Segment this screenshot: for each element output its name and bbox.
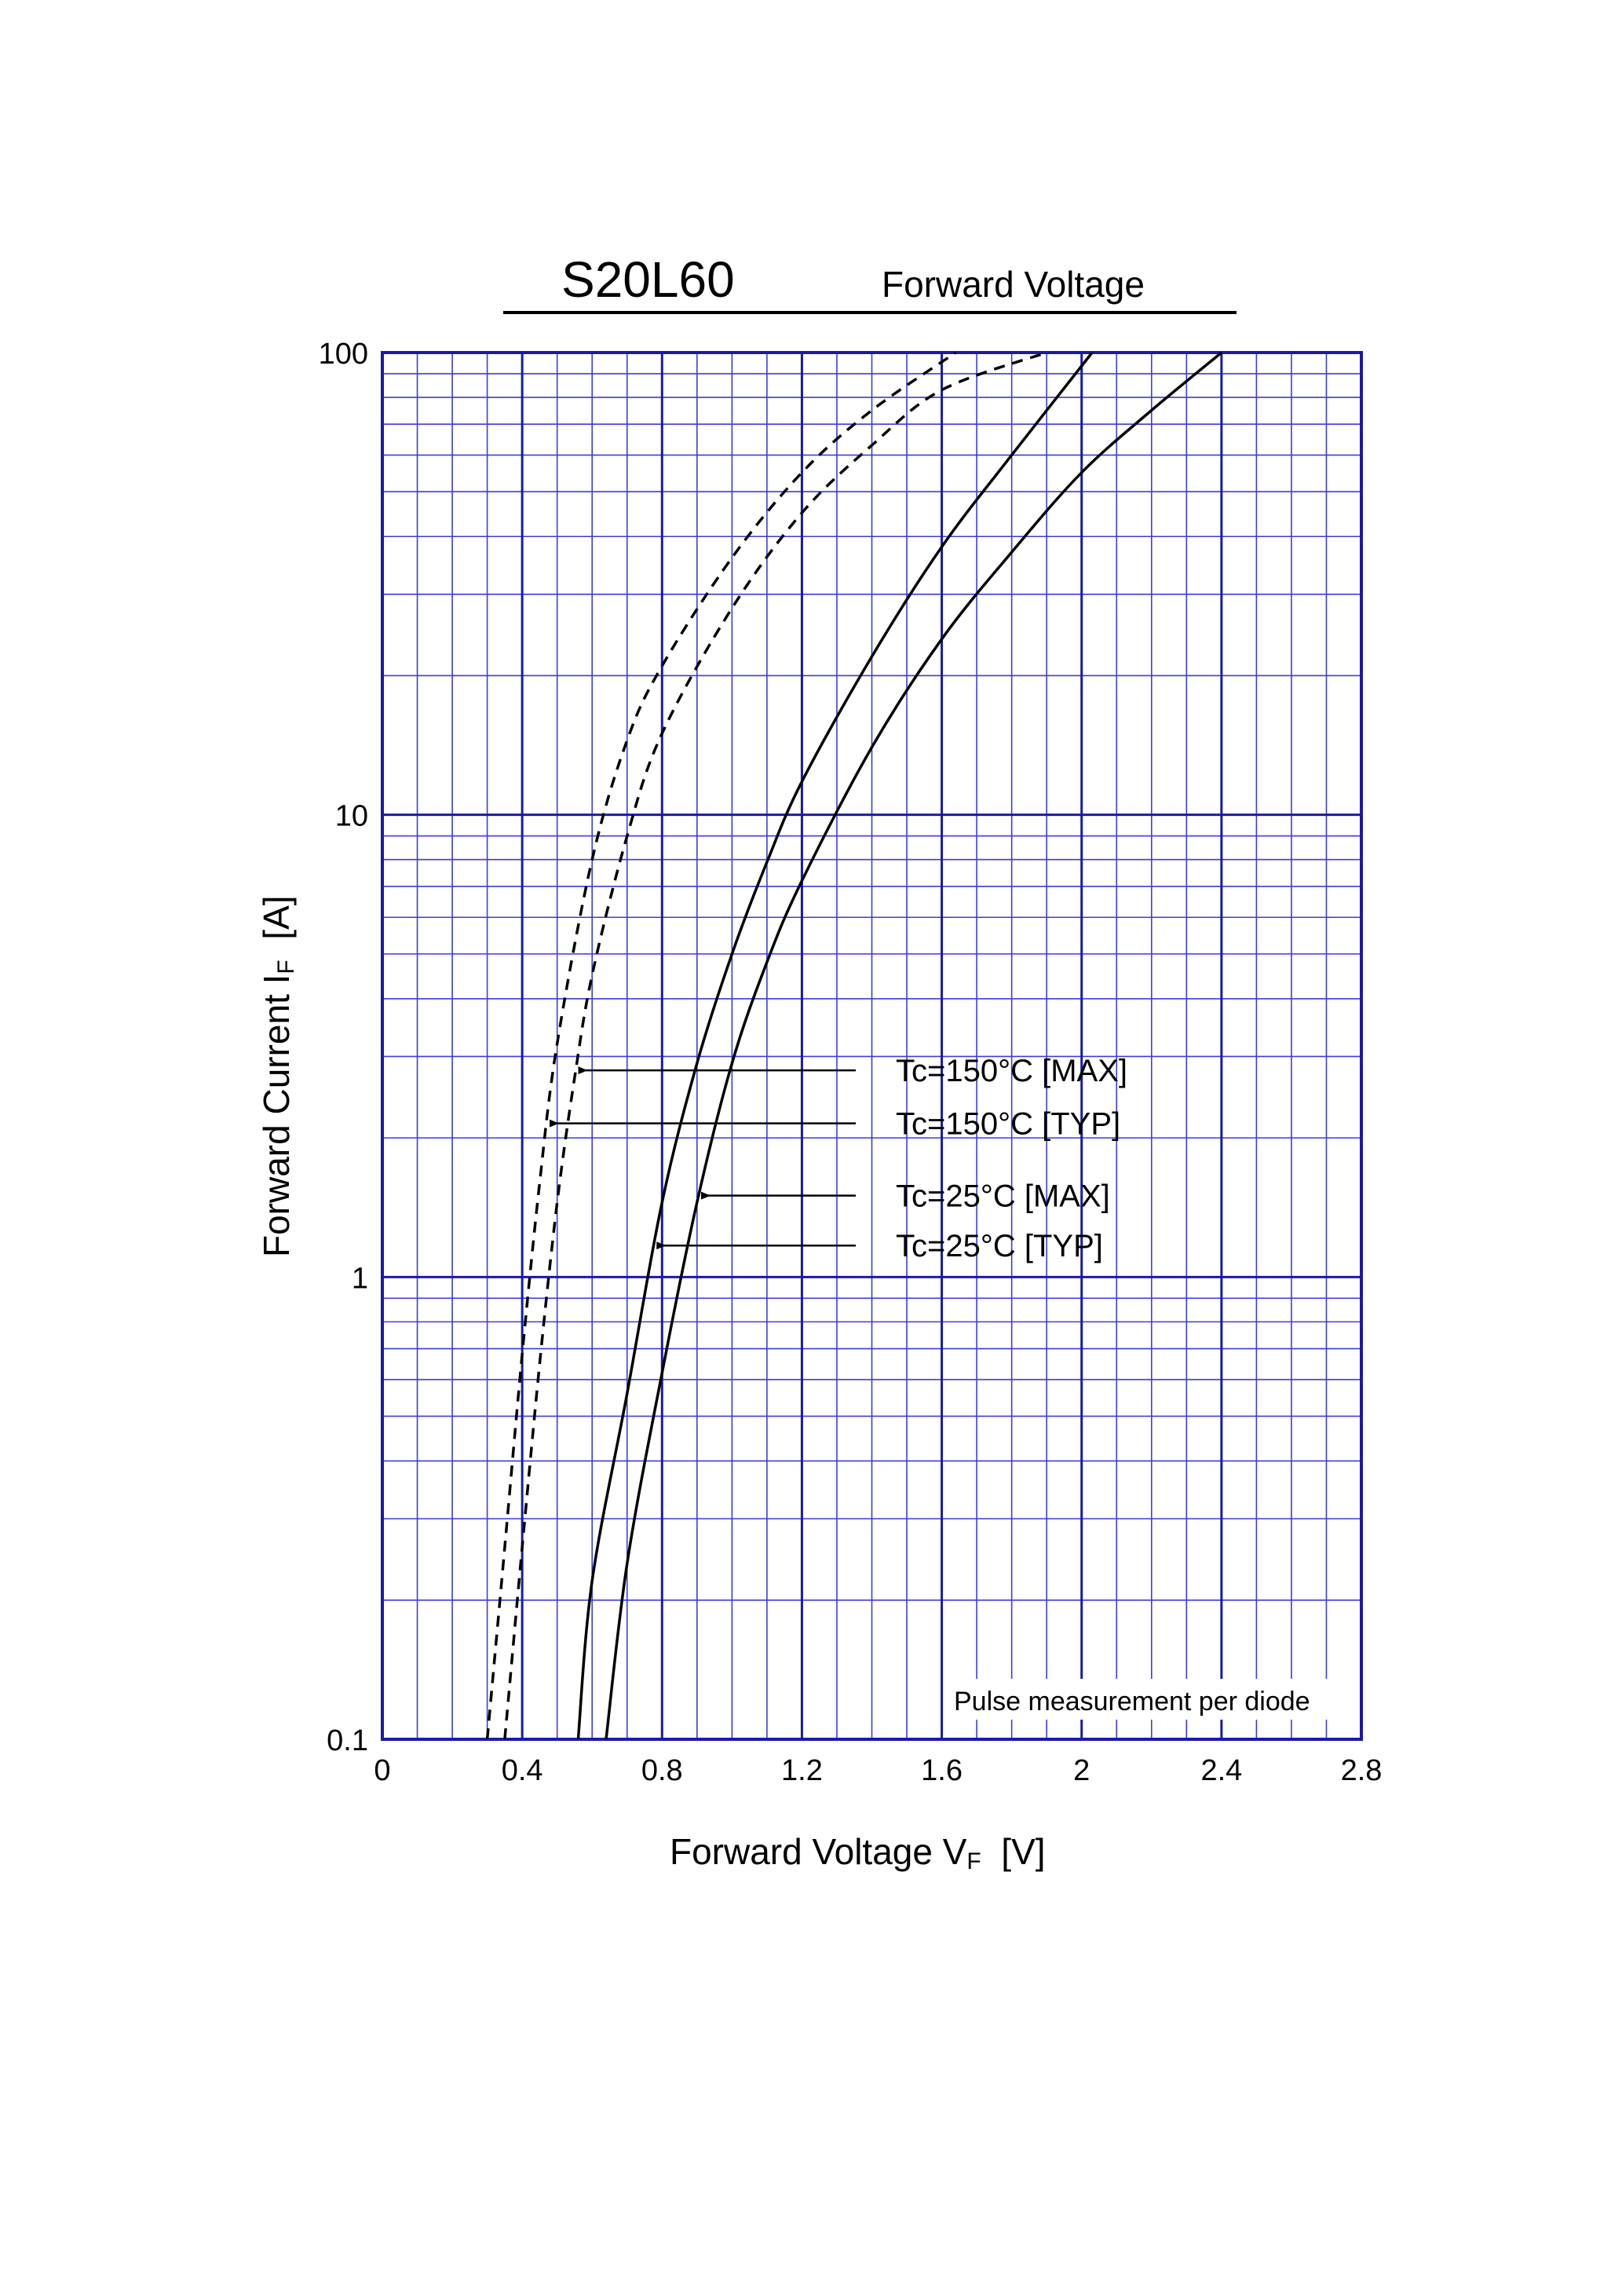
y-axis-label: Forward Current IF [A] — [256, 895, 299, 1257]
grid-major — [382, 353, 1361, 1739]
annotations: Tc=150°C [MAX] Tc=150°C [TYP] Tc=25°C [MAX… — [549, 1054, 1127, 1263]
chart-title: S20L60 — [561, 251, 735, 308]
x-tick-label: 2.4 — [1200, 1754, 1242, 1787]
x-tick-label: 0 — [374, 1754, 390, 1787]
note-background — [946, 1679, 1336, 1720]
y-tick-label: 100 — [319, 338, 368, 371]
x-axis-label-sub: F — [966, 1848, 981, 1874]
x-axis-label-unit: [V] — [981, 1831, 1046, 1872]
y-tick-label: 10 — [335, 800, 368, 833]
x-tick-label: 2 — [1073, 1754, 1090, 1787]
x-axis-label-main: Forward Voltage V — [670, 1831, 967, 1872]
chart-subtitle: Forward Voltage — [882, 264, 1145, 305]
x-tick-labels: 0 0.4 0.8 1.2 1.6 2 2.4 2.8 — [374, 1754, 1382, 1787]
series-line-2 — [485, 351, 957, 1740]
annotation-label-4: Tc=25°C [TYP] — [896, 1229, 1103, 1263]
x-axis-label: Forward Voltage VF [V] — [670, 1831, 1046, 1874]
series-group — [485, 351, 1223, 1740]
series-line-1 — [503, 351, 1047, 1740]
y-tick-labels: 0.1 1 10 100 — [319, 338, 368, 1757]
plot-frame — [381, 351, 1363, 1741]
y-tick-label: 1 — [352, 1262, 368, 1295]
series-line-3 — [605, 351, 1223, 1740]
annotation-label-1: Tc=150°C [MAX] — [896, 1054, 1127, 1088]
x-tick-label: 1.2 — [781, 1754, 823, 1787]
y-axis-label-main: Forward Current I — [256, 974, 297, 1257]
pulse-note: Pulse measurement per diode — [954, 1687, 1310, 1717]
y-tick-label: 0.1 — [327, 1724, 368, 1757]
x-tick-label: 0.8 — [641, 1754, 683, 1787]
x-tick-label: 2.8 — [1341, 1754, 1383, 1787]
grid-minor — [382, 353, 1361, 1739]
series-line-4 — [576, 351, 1094, 1740]
x-tick-label: 0.4 — [502, 1754, 543, 1787]
annotation-label-3: Tc=25°C [MAX] — [896, 1179, 1110, 1214]
y-axis-label-unit: [A] — [256, 895, 297, 960]
annotation-label-2: Tc=150°C [TYP] — [896, 1107, 1120, 1142]
y-axis-label-sub: F — [273, 960, 299, 974]
x-tick-label: 1.6 — [921, 1754, 963, 1787]
